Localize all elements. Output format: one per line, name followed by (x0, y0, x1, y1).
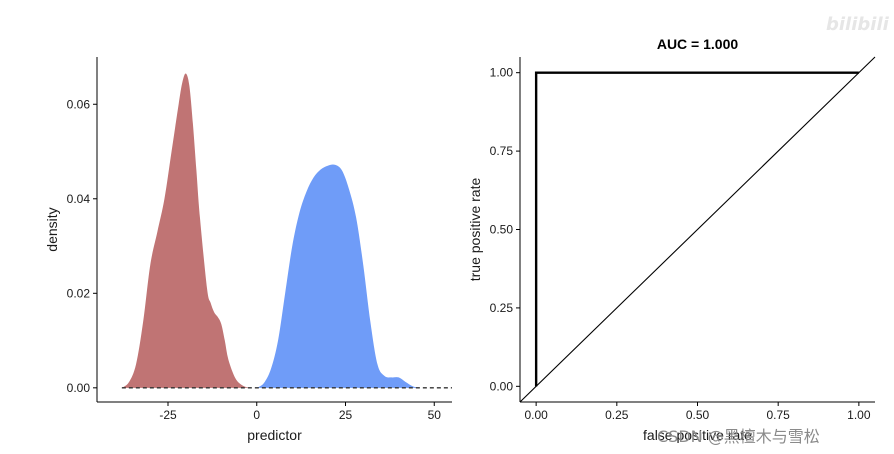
density-x-tick-label: 50 (428, 408, 442, 422)
roc-panel: 0.00 0.25 0.50 0.75 1.00 0.00 0.25 0.50 0.75 1.00… (467, 36, 876, 443)
density-y-tick-label: 0.02 (67, 286, 91, 300)
density-y-tick-label: 0.06 (67, 97, 91, 111)
watermark-bottom: CSDN @黑檀木与雪松 (657, 427, 820, 446)
density-x-tick-label: -25 (159, 408, 177, 422)
watermark-top: bilibili (826, 14, 890, 35)
density-x-tick-label: 25 (339, 408, 353, 422)
roc-x-tick-label: 1.00 (847, 408, 871, 422)
roc-y-axis-title: true positive rate (467, 178, 483, 282)
roc-y-tick-label: 0.75 (490, 144, 514, 158)
roc-y-tick-label: 0.00 (490, 379, 514, 393)
density-x-axis-title: predictor (247, 427, 302, 443)
roc-x-tick-label: 0.00 (524, 408, 548, 422)
density-x-tick-label: 0 (253, 408, 260, 422)
roc-curve (534, 71, 859, 387)
density-area-2 (256, 164, 421, 388)
roc-x-tick-label: 0.50 (686, 408, 710, 422)
density-y-axis-title: density (44, 207, 60, 251)
roc-diagonal-reference (519, 56, 876, 403)
density-area-1 (121, 73, 250, 388)
roc-x-tick-label: 0.75 (767, 408, 791, 422)
roc-y-tick-label: 1.00 (490, 66, 514, 80)
density-panel: -25 0 25 50 0.00 0.02 0.04 0.06 predictor density (44, 57, 452, 443)
roc-y-tick-label: 0.25 (490, 301, 514, 315)
roc-title: AUC = 1.000 (657, 36, 739, 52)
density-y-tick-label: 0.00 (67, 381, 91, 395)
density-y-tick-label: 0.04 (67, 192, 91, 206)
roc-x-tick-label: 0.25 (605, 408, 629, 422)
roc-y-tick-label: 0.50 (490, 223, 514, 237)
roc-x-axis-title: false positive rate (643, 427, 752, 443)
